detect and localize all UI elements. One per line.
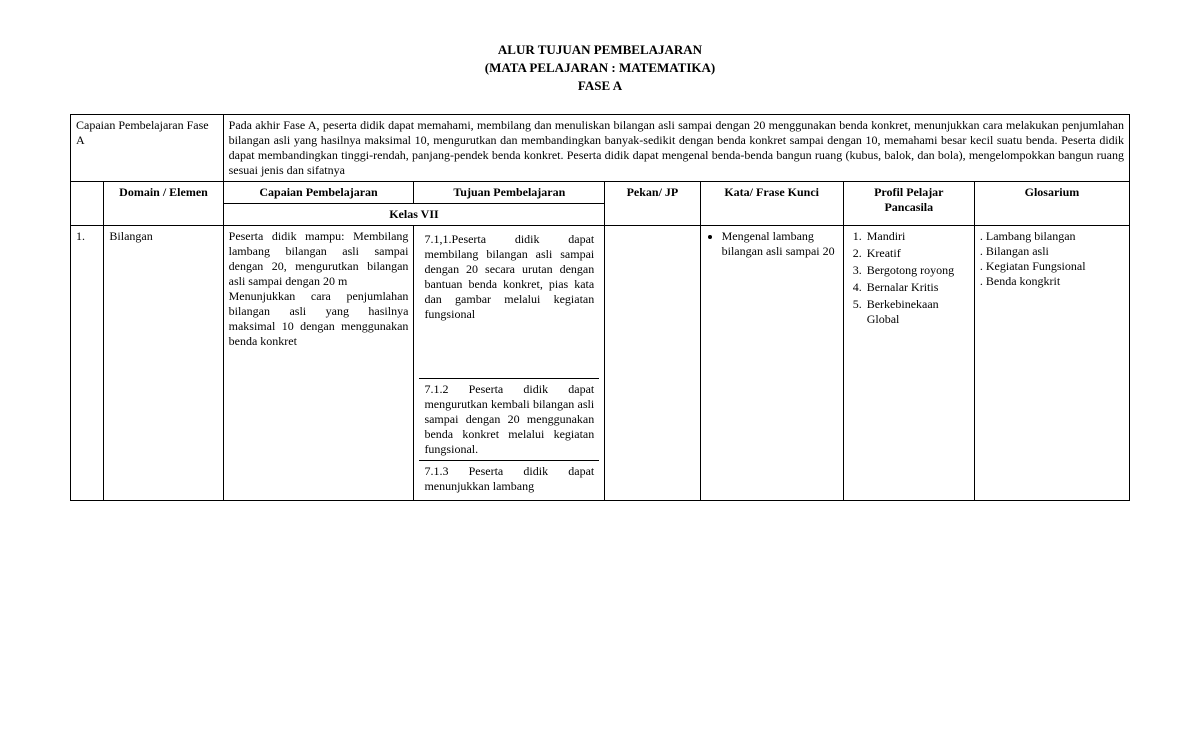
glos-1: . Lambang bilangan bbox=[980, 229, 1124, 244]
cell-num: 1. bbox=[71, 226, 104, 501]
tp-item-3: 7.1.3 Peserta didik dapat menunjukkan la… bbox=[419, 461, 599, 497]
header-kelas: Kelas VII bbox=[223, 204, 605, 226]
glos-4: . Benda kongkrit bbox=[980, 274, 1124, 289]
glos-2: . Bilangan asli bbox=[980, 244, 1124, 259]
profil-item-1: Mandiri bbox=[865, 229, 969, 244]
cp-fase-label: Capaian Pembelajaran Fase A bbox=[76, 118, 209, 147]
header-num bbox=[71, 182, 104, 226]
tp-item-2: 7.1.2 Peserta didik dapat mengurutkan ke… bbox=[419, 379, 599, 461]
profil-item-5: Berkebinekaan Global bbox=[865, 297, 969, 327]
cp-fase-label-cell: Capaian Pembelajaran Fase A bbox=[71, 115, 224, 182]
profil-item-3: Bergotong royong bbox=[865, 263, 969, 278]
title-line-2: (MATA PELAJARAN : MATEMATIKA) bbox=[70, 60, 1130, 76]
kata-bullet-1: Mengenal lambang bilangan asli sampai 20 bbox=[722, 229, 838, 259]
cell-cp-text: Peserta didik mampu: Membilang lambang b… bbox=[223, 226, 414, 501]
tp-item-1: 7.1,1.Peserta didik dapat membilang bila… bbox=[419, 229, 599, 379]
cp-fase-text: Pada akhir Fase A, peserta didik dapat m… bbox=[229, 118, 1124, 177]
header-domain: Domain / Elemen bbox=[104, 182, 223, 226]
header-kata: Kata/ Frase Kunci bbox=[700, 182, 843, 226]
header-profil: Profil Pelajar Pancasila bbox=[843, 182, 974, 226]
cell-glos: . Lambang bilangan . Bilangan asli . Keg… bbox=[974, 226, 1129, 501]
cell-profil: Mandiri Kreatif Bergotong royong Bernala… bbox=[843, 226, 974, 501]
glos-3: . Kegiatan Fungsional bbox=[980, 259, 1124, 274]
profil-item-4: Bernalar Kritis bbox=[865, 280, 969, 295]
header-pekan: Pekan/ JP bbox=[605, 182, 700, 226]
cp-fase-text-cell: Pada akhir Fase A, peserta didik dapat m… bbox=[223, 115, 1129, 182]
cell-pekan bbox=[605, 226, 700, 501]
header-cp: Capaian Pembelajaran bbox=[223, 182, 414, 204]
title-line-1: ALUR TUJUAN PEMBELAJARAN bbox=[70, 42, 1130, 58]
cell-domain: Bilangan bbox=[104, 226, 223, 501]
title-line-3: FASE A bbox=[70, 78, 1130, 94]
cell-kata: Mengenal lambang bilangan asli sampai 20 bbox=[700, 226, 843, 501]
cell-tp: 7.1,1.Peserta didik dapat membilang bila… bbox=[414, 226, 605, 501]
profil-item-2: Kreatif bbox=[865, 246, 969, 261]
header-tp: Tujuan Pembelajaran bbox=[414, 182, 605, 204]
header-glos: Glosarium bbox=[974, 182, 1129, 226]
curriculum-table: Capaian Pembelajaran Fase A Pada akhir F… bbox=[70, 114, 1130, 501]
document-title-block: ALUR TUJUAN PEMBELAJARAN (MATA PELAJARAN… bbox=[70, 42, 1130, 94]
